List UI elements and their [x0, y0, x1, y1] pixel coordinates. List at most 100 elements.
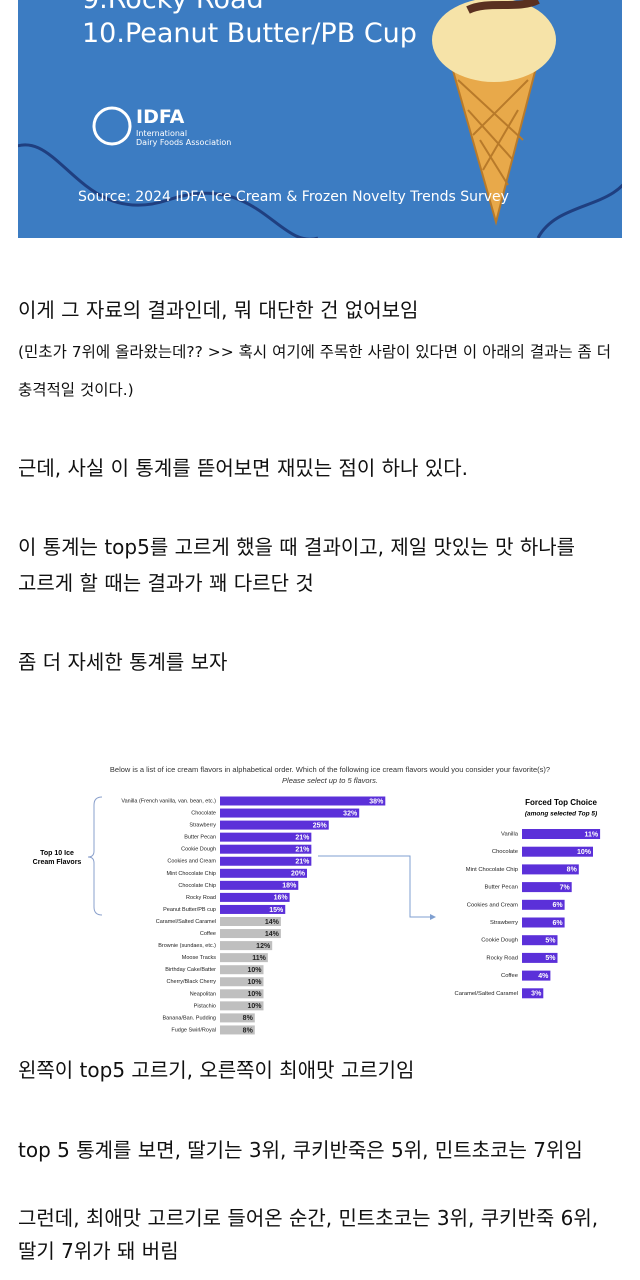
bar [220, 892, 290, 902]
bar [220, 820, 329, 830]
source: Source: 2024 IDFA Ice Cream & Frozen Nov… [78, 189, 509, 205]
bar [220, 796, 386, 806]
bar-label: Mint Chocolate Chip [166, 871, 216, 877]
banner-line: 9.Rocky Road [82, 0, 264, 15]
logo-mark [92, 106, 132, 146]
chart-instruction: Please select up to 5 flavors. [282, 776, 378, 785]
bar [220, 856, 312, 866]
bar-label: Banana/Ban. Pudding [162, 1015, 216, 1021]
value-label: 7% [560, 884, 571, 891]
value-label: 21% [295, 834, 310, 841]
value-label: 8% [243, 1015, 254, 1022]
bar [522, 864, 579, 875]
banner-image: 9.Rocky Road 10.Peanut Butter/PB Cup IDF… [18, 0, 622, 238]
bar [522, 882, 572, 893]
value-label: 21% [295, 847, 310, 854]
bar [220, 844, 312, 854]
bar-label: Coffee [501, 973, 518, 979]
bar-label: Butter Pecan [184, 835, 216, 841]
bar [522, 970, 551, 981]
bracket [87, 796, 103, 916]
bar-label: Strawberry [490, 920, 518, 926]
swirl [536, 183, 622, 238]
chart-question: Below is a list of ice cream flavors in … [110, 765, 550, 774]
value-label: 20% [291, 871, 306, 878]
bar [220, 953, 268, 963]
value-label: 16% [274, 895, 289, 902]
bar-label: Pistachio [194, 1003, 216, 1009]
bar-label: Moose Tracks [182, 955, 216, 961]
value-label: 14% [265, 931, 280, 938]
right-subtitle: (among selected Top 5) [525, 811, 597, 818]
paragraph: 그런데, 최애맛 고르기로 들어온 순간, 민트초코는 3위, 쿠키반죽 6위,… [18, 1206, 599, 1263]
paragraph: top 5 통계를 보면, 딸기는 3위, 쿠키반죽은 5위, 민트초코는 7위… [18, 1138, 583, 1162]
paragraph: (민초가 7위에 올라왔는데?? >> 혹시 여기에 주목한 사람이 있다면 이… [18, 343, 611, 399]
bar [220, 904, 286, 914]
bar [522, 899, 565, 910]
bar [220, 808, 360, 818]
bar [522, 988, 544, 999]
value-label: 10% [247, 967, 262, 974]
bar-label: Fudge Swirl/Royal [171, 1027, 216, 1033]
bar [220, 868, 307, 878]
bar [220, 880, 299, 890]
arrow [430, 914, 436, 920]
value-label: 11% [584, 831, 598, 838]
value-label: 14% [265, 919, 280, 926]
value-label: 21% [295, 859, 310, 866]
chart-image: Below is a list of ice cream flavors in … [33, 765, 601, 1035]
logo-sub-line: International [136, 129, 188, 138]
bar-label: Strawberry [189, 823, 216, 829]
banner-line: 10.Peanut Butter/PB Cup [82, 18, 417, 49]
bar [522, 917, 565, 928]
bar-label: Caramel/Salted Caramel [455, 991, 518, 997]
value-label: 6% [552, 902, 563, 909]
logo-sub-line: Dairy Foods Association [136, 138, 232, 147]
connector [318, 855, 430, 918]
bar-label: Coffee [200, 931, 216, 937]
bar-label: Peanut Butter/PB cup [163, 907, 216, 913]
bar-label: Birthday Cake/Batter [165, 967, 216, 973]
bar-label: Chocolate Chip [178, 883, 216, 889]
banner-art [18, 0, 622, 238]
bar [220, 941, 273, 951]
value-label: 4% [538, 973, 549, 980]
bar-label: Brownie (sundaes, etc.) [158, 943, 216, 949]
value-label: 5% [545, 938, 556, 945]
bar-label: Butter Pecan [484, 885, 518, 891]
value-label: 10% [247, 979, 262, 986]
bar-label: Rocky Road [486, 955, 518, 961]
paragraph: 근데, 사실 이 통계를 뜯어보면 재밌는 점이 하나 있다. [18, 456, 468, 480]
bar-label: Cookies and Cream [167, 859, 216, 865]
bar-label: Cookies and Cream [467, 902, 518, 908]
bar-label: Caramel/Salted Caramel [156, 919, 216, 925]
bar-label: Chocolate [492, 849, 518, 855]
bar-label: Cookie Dough [481, 938, 518, 944]
bar [522, 952, 558, 963]
value-label: 10% [247, 1003, 262, 1010]
bar [220, 965, 264, 975]
value-label: 6% [552, 920, 563, 927]
bar [220, 977, 264, 987]
bar-label: Rocky Road [186, 895, 216, 901]
value-label: 15% [269, 907, 284, 914]
topping [466, 0, 540, 14]
bar [522, 935, 558, 946]
bar-label: Vanilla [501, 832, 519, 838]
bar [220, 1013, 255, 1023]
bar-label: Vanilla (French vanilla, van. bean, etc.… [121, 798, 216, 804]
paragraph: 이게 그 자료의 결과인데, 뭐 대단한 건 없어보임 [18, 298, 419, 322]
bar [220, 929, 281, 939]
logo-name: IDFA [136, 106, 185, 128]
group-label: Top 10 Ice [40, 850, 74, 857]
cone-grid [457, 79, 529, 186]
paragraph: 왼쪽이 top5 고르기, 오른쪽이 최애맛 고르기임 [18, 1058, 415, 1082]
value-label: 3% [531, 991, 542, 998]
value-label: 11% [252, 955, 266, 962]
right-title: Forced Top Choice [525, 798, 597, 807]
value-label: 10% [577, 849, 592, 856]
bar [522, 829, 601, 839]
bar [522, 846, 593, 857]
bar [220, 832, 312, 842]
